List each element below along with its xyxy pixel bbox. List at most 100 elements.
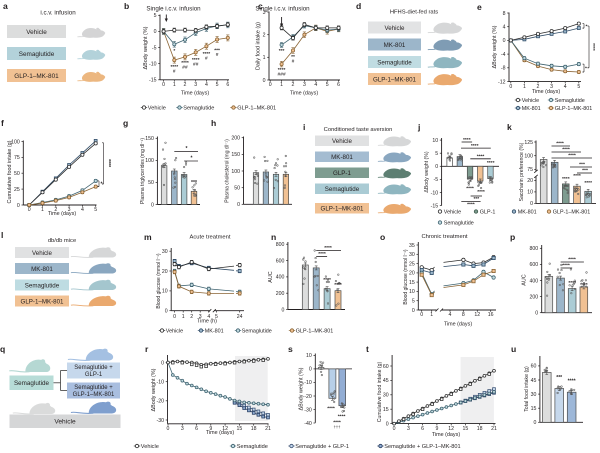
svg-text:-8: -8	[501, 66, 506, 72]
svg-text:5: 5	[326, 82, 329, 88]
svg-text:****: ****	[584, 180, 592, 186]
svg-text:GLP-1–MK-801: GLP-1–MK-801	[14, 73, 59, 80]
svg-text:1: 1	[263, 55, 266, 61]
svg-text:8: 8	[462, 312, 465, 318]
svg-text:3: 3	[407, 426, 410, 432]
svg-text:****: ****	[324, 245, 332, 251]
svg-text:****: ****	[327, 406, 335, 412]
svg-text:800: 800	[530, 246, 539, 252]
svg-text:GLP-1–MK-801: GLP-1–MK-801	[237, 105, 276, 111]
svg-text:ΔBody weight (%): ΔBody weight (%)	[143, 26, 149, 69]
svg-text:Vehicle: Vehicle	[385, 25, 406, 32]
svg-text:j: j	[417, 122, 420, 132]
svg-text:Cumulative food intake (g): Cumulative food intake (g)	[377, 361, 383, 422]
svg-text:30: 30	[409, 252, 415, 258]
svg-text:0: 0	[535, 311, 538, 317]
svg-text:0: 0	[509, 84, 512, 90]
svg-text:-20: -20	[157, 399, 165, 405]
svg-text:Acute treatment: Acute treatment	[190, 235, 231, 241]
svg-text:200: 200	[530, 294, 539, 300]
svg-text:18: 18	[251, 426, 257, 432]
svg-text:****: ****	[562, 263, 570, 269]
svg-text:p: p	[510, 232, 515, 242]
svg-text:r: r	[145, 344, 149, 354]
svg-text:****: ****	[580, 282, 588, 288]
svg-text:-15: -15	[149, 78, 157, 84]
svg-text:2: 2	[54, 207, 57, 213]
svg-text:3: 3	[181, 426, 184, 432]
svg-text:25: 25	[409, 261, 415, 267]
svg-text:*: *	[173, 48, 175, 54]
svg-text:AUC: AUC	[522, 274, 528, 285]
svg-text:400: 400	[530, 278, 539, 284]
svg-text:***: ***	[214, 48, 220, 54]
svg-text:Time (days): Time (days)	[206, 430, 234, 436]
svg-text:i.c.v. infusion: i.c.v. infusion	[40, 10, 76, 17]
svg-text:Plasma cholesterol (mg dl⁻¹): Plasma cholesterol (mg dl⁻¹)	[225, 139, 231, 203]
svg-text:Vehicle: Vehicle	[32, 250, 53, 257]
svg-text:6: 6	[421, 426, 424, 432]
svg-text:30: 30	[531, 392, 537, 398]
svg-text:12: 12	[222, 426, 228, 432]
svg-text:0: 0	[534, 420, 537, 426]
svg-text:15: 15	[531, 406, 537, 412]
svg-text:45: 45	[531, 378, 537, 384]
svg-text:5: 5	[215, 314, 218, 320]
svg-text:4: 4	[81, 207, 84, 213]
svg-text:-12: -12	[498, 79, 506, 85]
svg-text:0: 0	[503, 38, 506, 44]
svg-text:4: 4	[564, 84, 567, 90]
svg-text:k: k	[507, 122, 512, 132]
svg-text:****: ****	[568, 153, 576, 159]
svg-text:4: 4	[314, 82, 317, 88]
svg-text:Vehicle: Vehicle	[141, 444, 159, 450]
svg-text:21: 21	[265, 426, 271, 432]
svg-text:4: 4	[207, 314, 210, 320]
svg-text:***: ***	[582, 168, 588, 174]
svg-text:0: 0	[154, 29, 157, 35]
svg-text:9: 9	[435, 426, 438, 432]
svg-text:0: 0	[282, 307, 285, 313]
svg-text:0: 0	[393, 426, 396, 432]
svg-text:o: o	[380, 232, 385, 242]
svg-text:-10: -10	[157, 380, 165, 386]
svg-text:3: 3	[303, 82, 306, 88]
svg-text:50: 50	[14, 171, 20, 177]
svg-text:-30: -30	[304, 407, 312, 413]
svg-text:3: 3	[194, 82, 197, 88]
svg-text:****: ****	[562, 176, 570, 182]
svg-text:2: 2	[263, 33, 266, 39]
svg-text:9: 9	[209, 426, 212, 432]
svg-text:15: 15	[463, 426, 469, 432]
svg-text:l: l	[1, 230, 3, 240]
svg-text:HFHS-diet-fed rats: HFHS-diet-fed rats	[390, 10, 438, 16]
svg-text:24: 24	[237, 314, 243, 320]
svg-text:5: 5	[412, 299, 415, 305]
svg-text:0: 0	[237, 202, 240, 208]
svg-text:6: 6	[337, 82, 340, 88]
svg-text:-5: -5	[152, 45, 157, 51]
svg-text:GLP-1–MK-801: GLP-1–MK-801	[296, 328, 333, 334]
svg-text:2: 2	[537, 84, 540, 90]
svg-text:***: ***	[279, 48, 285, 54]
svg-text:****: ****	[568, 280, 576, 286]
svg-text:****: ****	[181, 60, 189, 66]
svg-text:10: 10	[306, 353, 312, 359]
svg-text:3: 3	[199, 314, 202, 320]
svg-text:16: 16	[488, 312, 494, 318]
svg-text:6: 6	[195, 426, 198, 432]
svg-text:200: 200	[231, 136, 240, 142]
svg-text:Semaglutide + GLP-1: Semaglutide + GLP-1	[295, 444, 349, 450]
svg-text:Single i.c.v. infusion: Single i.c.v. infusion	[255, 6, 310, 13]
svg-text:10: 10	[527, 190, 533, 196]
svg-text:1: 1	[182, 314, 185, 320]
svg-text:****: ****	[170, 64, 178, 70]
svg-text:-10: -10	[149, 62, 157, 68]
svg-text:75: 75	[14, 155, 20, 161]
svg-text:a: a	[3, 1, 8, 11]
svg-text:Semaglutide +: Semaglutide +	[74, 365, 113, 371]
svg-text:MK-801: MK-801	[31, 266, 53, 273]
svg-text:i: i	[303, 122, 305, 132]
svg-text:n: n	[271, 232, 276, 242]
svg-text:0: 0	[309, 367, 312, 373]
